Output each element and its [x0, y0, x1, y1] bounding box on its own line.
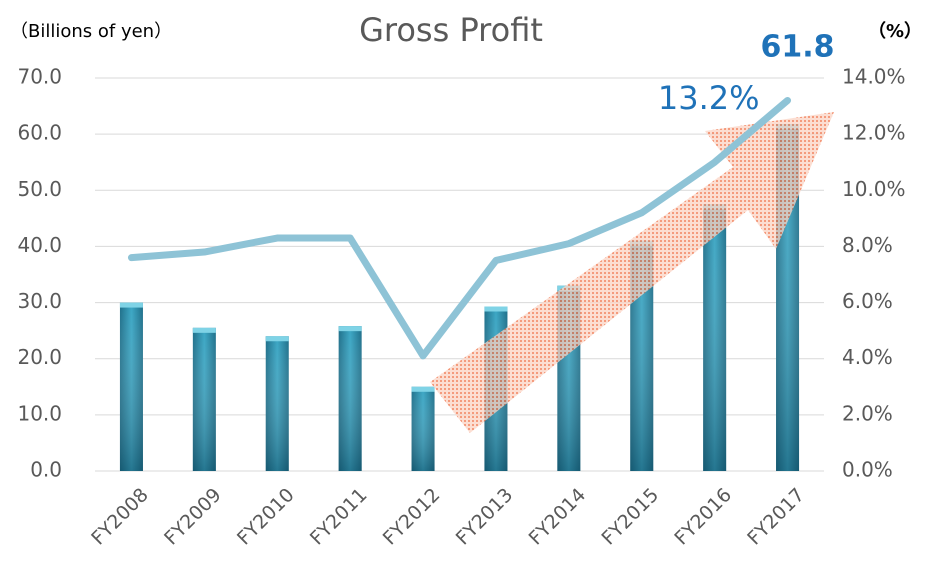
- x-tick-label: FY2014: [525, 484, 591, 550]
- x-tick-label: FY2015: [597, 484, 663, 550]
- y2-tick-label: 12.0%: [842, 121, 906, 145]
- bar-cap: [119, 302, 143, 308]
- bar-shade: [119, 302, 143, 471]
- y-tick-label: 20.0: [17, 345, 62, 369]
- x-tick-label: FY2017: [743, 484, 809, 550]
- bar-shade: [265, 336, 289, 471]
- y2-axis-label: （%）: [868, 21, 922, 42]
- x-tick-label: FY2009: [160, 484, 226, 550]
- y-tick-label: 40.0: [17, 233, 62, 257]
- x-tick-label: FY2008: [87, 484, 153, 550]
- x-tick-label: FY2013: [452, 484, 518, 550]
- x-tick-label: FY2016: [670, 484, 736, 550]
- y2-tick-label: 8.0%: [842, 233, 893, 257]
- y2-tick-label: 10.0%: [842, 177, 906, 201]
- x-tick-label: FY2012: [379, 484, 445, 550]
- line: [127, 96, 792, 360]
- y-tick-label: 10.0: [17, 401, 62, 425]
- data-label: 61.8: [761, 30, 835, 65]
- trend-arrow: [430, 112, 834, 433]
- y-tick-label: 0.0: [30, 458, 62, 482]
- bar-shade: [192, 327, 216, 471]
- y-axis-label: （Billions of yen）: [10, 21, 172, 42]
- y2-tick-label: 14.0%: [842, 65, 906, 89]
- bar-cap: [484, 306, 508, 312]
- y2-tick-label: 2.0%: [842, 401, 893, 425]
- y-tick-label: 30.0: [17, 289, 62, 313]
- y-tick-label: 70.0: [17, 65, 62, 89]
- bar-shade: [703, 204, 727, 472]
- y-tick-label: 50.0: [17, 177, 62, 201]
- foreground: 0.0 10.0 20.0 30.0 40.0 50.0 60.0 70.0 0.0% 2.0% 4…: [17, 30, 905, 550]
- data-label: 13.2%: [658, 79, 760, 117]
- y2-tick-label: 0.0%: [842, 458, 893, 482]
- bar-shade: [411, 386, 435, 471]
- bar-cap: [338, 326, 362, 332]
- x-tick-label: FY2011: [306, 484, 372, 550]
- chart-title: Gross Profit: [359, 11, 543, 49]
- y2-tick-label: 4.0%: [842, 345, 893, 369]
- bar-shade: [338, 326, 362, 471]
- x-tick-label: FY2010: [233, 484, 299, 550]
- bar-cap: [265, 336, 289, 342]
- bar-cap: [192, 327, 216, 333]
- y2-tick-label: 6.0%: [842, 289, 893, 313]
- bar-cap: [411, 386, 435, 392]
- y-tick-label: 60.0: [17, 121, 62, 145]
